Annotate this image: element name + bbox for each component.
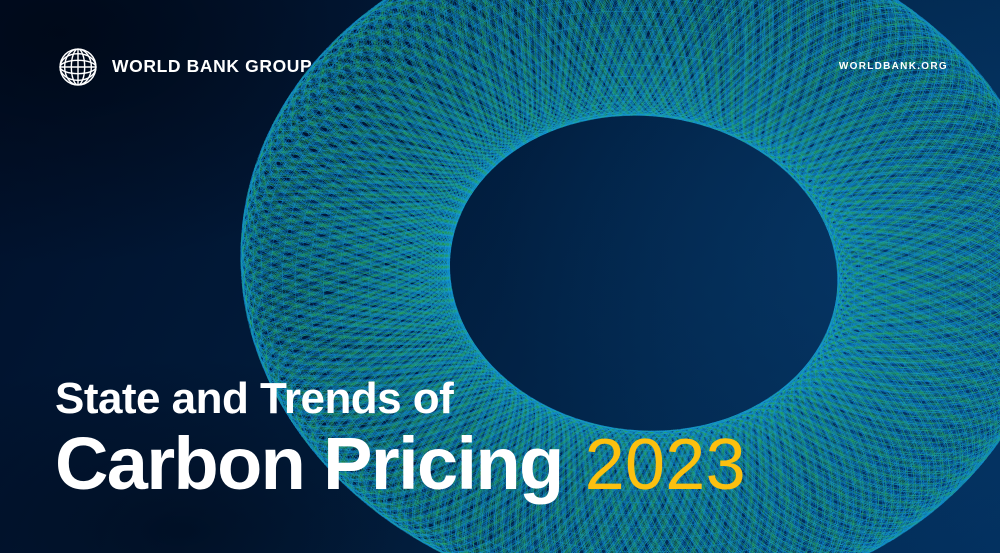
wire-strand — [246, 0, 1000, 553]
wire-strand — [245, 0, 1000, 553]
wire-ring-arc — [408, 102, 864, 480]
wire-ring-arc — [282, 0, 992, 553]
wire-ring-arc — [449, 106, 841, 432]
worldbank-url[interactable]: WORLDBANK.ORG — [838, 61, 948, 72]
wire-strand — [242, 0, 1000, 553]
wire-ring-arc — [279, 0, 1000, 553]
wire-strand — [243, 0, 1000, 553]
wire-ring-arc — [393, 30, 915, 465]
wire-ring-arc — [449, 111, 839, 435]
title-year-text: 2023 — [584, 425, 746, 505]
world-bank-logo[interactable]: WORLD BANK GROUP — [55, 44, 312, 90]
wire-ring-arc — [368, 75, 901, 516]
wire-strand — [242, 0, 1000, 553]
wire-strand — [245, 0, 1000, 553]
wire-ring-arc — [270, 0, 1000, 553]
wire-ring-arc — [419, 108, 855, 469]
wire-strand — [241, 0, 1000, 553]
wire-ring-arc — [240, 0, 1000, 553]
wire-ring-arc — [303, 0, 1000, 537]
wire-strand — [247, 0, 1000, 553]
wire-ring-arc — [355, 0, 956, 494]
wire-ring-arc — [424, 65, 879, 443]
wire-strands — [240, 0, 1000, 553]
wire-strand — [273, 0, 1000, 553]
wire-strand — [241, 0, 1000, 553]
wire-strand — [240, 0, 1000, 553]
wire-strand — [250, 0, 1000, 553]
wire-ring-arc — [290, 0, 1000, 548]
title-main-text: Carbon Pricing — [55, 422, 564, 505]
wire-strand — [263, 0, 1000, 553]
logo-wordmark: WORLD BANK GROUP — [112, 56, 313, 77]
wire-strand — [259, 0, 1000, 553]
wire-strand — [241, 0, 1000, 553]
wire-ring-arc — [323, 38, 946, 553]
wire-ring-arc — [269, 0, 1000, 553]
wire-strand — [253, 0, 1000, 553]
wire-strand — [240, 0, 1000, 553]
wire-ring-arc — [432, 75, 868, 438]
wire-strand — [244, 0, 1000, 553]
wire-ring-arc — [381, 18, 929, 474]
wire-strand — [274, 0, 1000, 553]
wire-strand — [240, 0, 1000, 553]
wire-strand — [247, 0, 1000, 553]
globe-icon — [59, 48, 97, 86]
wire-ring-arc — [260, 0, 1000, 553]
wire-ring-arc — [439, 85, 859, 435]
wire-ring-arc — [342, 0, 970, 504]
wire-strand — [252, 0, 1000, 553]
wire-ring-arc — [329, 0, 984, 515]
wire-ring-arc — [246, 0, 1000, 553]
wire-ring-arc — [444, 93, 852, 432]
wire-ring-arc — [338, 51, 931, 541]
wire-ring-arc — [447, 100, 846, 432]
wire-strand — [243, 0, 1000, 553]
wire-ring-arc — [252, 0, 1000, 553]
wire-strand — [242, 0, 1000, 553]
wire-ring-arc — [240, 0, 1000, 553]
cover-title-block: State and Trends of Carbon Pricing 2023 — [55, 374, 746, 505]
title-main-line: Carbon Pricing 2023 — [55, 422, 746, 505]
wire-strand — [275, 0, 1000, 553]
wire-ring-arc — [315, 0, 997, 526]
cover-header: WORLD BANK GROUP WORLDBANK.ORG — [0, 0, 1000, 130]
wire-strand — [240, 0, 1000, 553]
wire-strand — [252, 0, 1000, 553]
wire-strand — [257, 0, 1000, 553]
wire-ring-arc — [369, 5, 942, 483]
wire-strand — [249, 0, 1000, 553]
wire-ring-arc — [242, 0, 1000, 553]
wire-strand — [251, 0, 1000, 553]
wire-ring-arc — [382, 86, 887, 503]
wire-ring-arc — [242, 0, 1000, 553]
wire-ring-arc — [405, 42, 902, 457]
wire-strand — [240, 0, 1000, 553]
wire-strand — [240, 0, 1000, 553]
wire-ring-arc — [415, 54, 890, 449]
wire-ring-arc — [294, 10, 977, 553]
wire-strand — [256, 0, 1000, 553]
title-subtitle-line: State and Trends of — [55, 374, 454, 423]
wire-strand — [246, 0, 1000, 553]
wire-strand — [242, 0, 1000, 553]
wire-strand — [249, 0, 1000, 553]
